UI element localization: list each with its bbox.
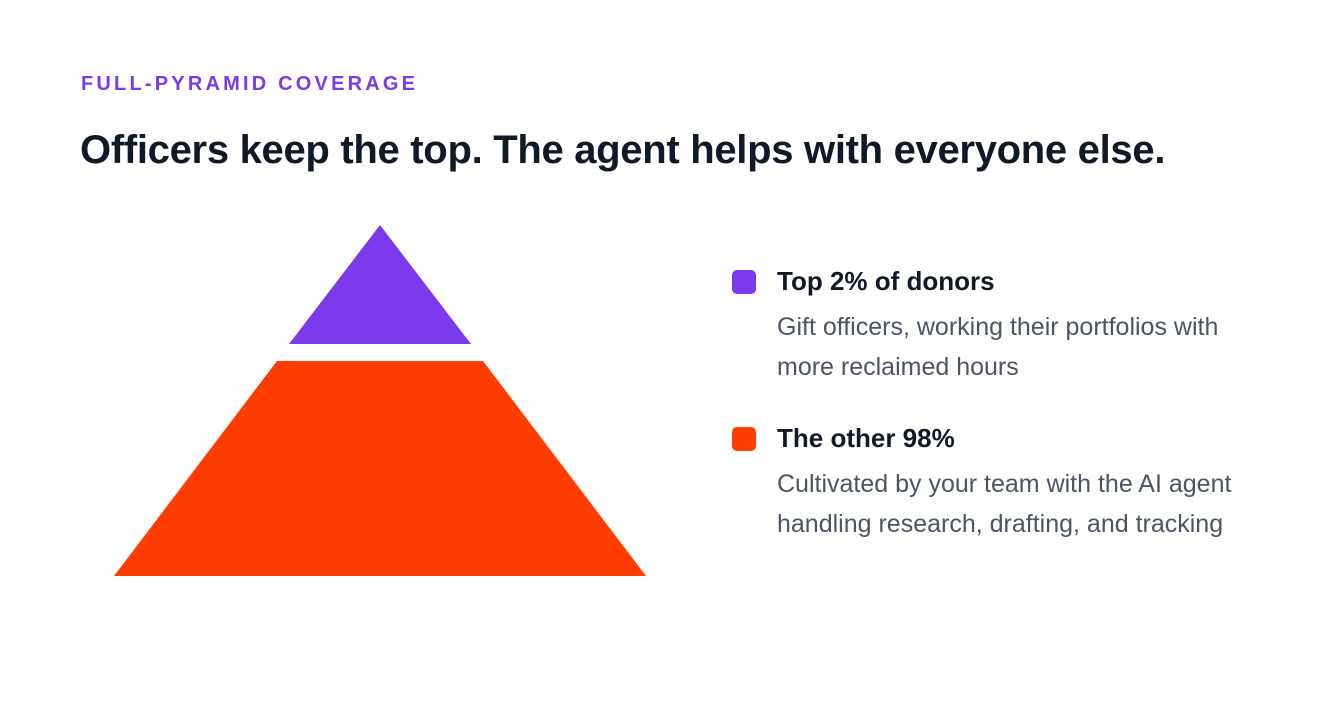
pyramid-base-tier bbox=[114, 361, 646, 576]
legend-title: The other 98% bbox=[777, 423, 955, 453]
eyebrow-label: FULL-PYRAMID COVERAGE bbox=[81, 73, 419, 95]
legend-swatch-purple bbox=[732, 270, 756, 294]
legend-description: Cultivated by your team with the AI agen… bbox=[777, 470, 1232, 538]
legend-title: Top 2% of donors bbox=[777, 266, 995, 296]
legend-swatch-orange bbox=[732, 427, 756, 451]
pyramid-top-tier bbox=[289, 225, 471, 344]
page-title: Officers keep the top. The agent helps w… bbox=[80, 128, 1166, 172]
legend-description: Gift officers, working their portfolios … bbox=[777, 313, 1219, 381]
